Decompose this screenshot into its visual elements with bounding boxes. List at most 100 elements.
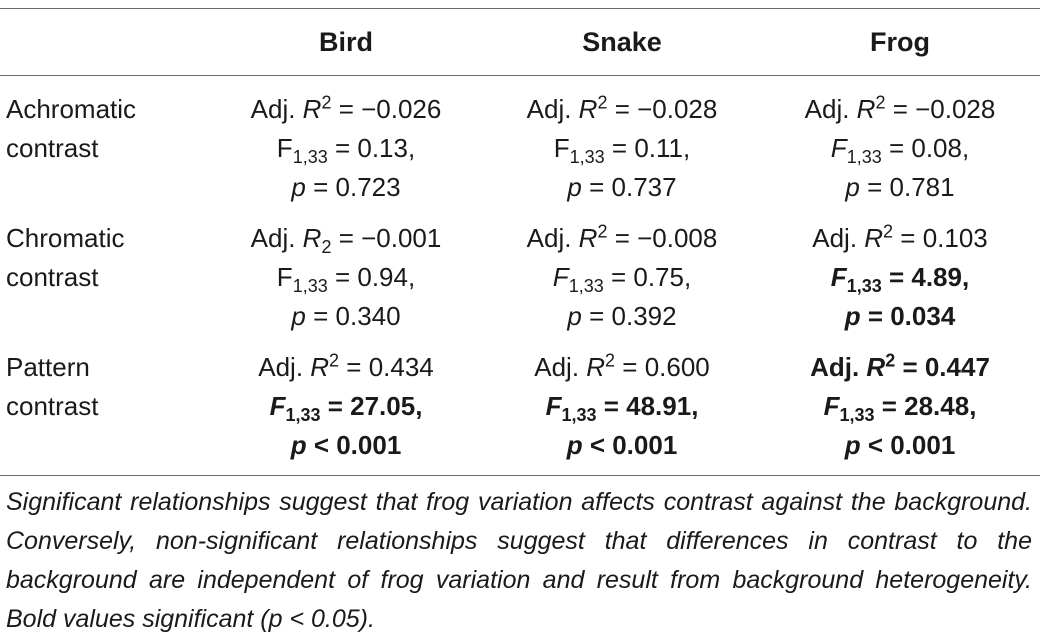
stat-subscript: 1,33 — [568, 276, 604, 297]
header-empty — [0, 9, 208, 75]
stat-line: p = 0.392 — [484, 297, 760, 336]
table-row: Pattern contrast Adj. R2 = 0.434 F1,33 = 27… — [0, 342, 1040, 471]
stat-value: = 0.08, — [881, 133, 970, 163]
stat-superscript: 2 — [883, 221, 894, 242]
stat-variable: p — [845, 172, 860, 202]
stat-subscript: 1,33 — [292, 147, 328, 168]
stat-variable: p — [567, 172, 582, 202]
stat-variable: p — [290, 430, 307, 460]
stat-value: = −0.028 — [607, 94, 718, 124]
stat-value: = 0.600 — [615, 352, 710, 382]
stat-subscript: 1,33 — [846, 276, 882, 297]
stat-variable: F — [830, 262, 847, 292]
stat-line: F1,33 = 0.08, — [760, 129, 1040, 168]
row-label-line: Achromatic — [6, 94, 137, 124]
header-snake: Snake — [582, 26, 662, 57]
stat-line: Adj. R2 = 0.600 — [484, 348, 760, 387]
stat-value: = 27.05, — [320, 391, 423, 421]
stat-prefix: Adj. — [804, 94, 857, 124]
header-rule — [0, 75, 1040, 76]
cell-bird: Adj. R2 = −0.001 F1,33 = 0.94, p = 0.340 — [208, 213, 484, 342]
stat-variable: F — [276, 262, 293, 292]
stat-prefix: Adj. — [258, 352, 311, 382]
stat-variable: F — [823, 391, 840, 421]
stat-line: F1,33 = 0.13, — [208, 129, 484, 168]
stat-line: Adj. R2 = −0.001 — [208, 219, 484, 258]
row-label: Pattern contrast — [0, 342, 208, 471]
stat-value: = 4.89, — [881, 262, 970, 292]
cell-frog: Adj. R2 = 0.447 F1,33 = 28.48, p < 0.001 — [760, 342, 1040, 471]
header-frog: Frog — [870, 26, 930, 57]
stat-line: Adj. R2 = 0.447 — [760, 348, 1040, 387]
stat-variable: p — [844, 430, 861, 460]
stat-superscript: 2 — [329, 350, 340, 371]
stat-variable: R — [578, 94, 598, 124]
stat-variable: F — [830, 133, 847, 163]
stat-line: Adj. R2 = 0.103 — [760, 219, 1040, 258]
stat-line: p = 0.737 — [484, 168, 760, 207]
stat-subscript: 1,33 — [292, 276, 328, 297]
stat-variable: R — [302, 94, 322, 124]
stat-superscript: 2 — [321, 92, 332, 113]
row-label: Achromatic contrast — [0, 75, 208, 213]
stat-variable: R — [856, 94, 876, 124]
bottom-rule — [0, 475, 1040, 476]
stat-value: = 0.737 — [581, 172, 677, 202]
stat-subscript: 1,33 — [285, 405, 321, 426]
stat-variable: p — [291, 301, 306, 331]
stat-line: F1,33 = 28.48, — [760, 387, 1040, 426]
stat-prefix: Adj. — [526, 94, 579, 124]
stat-superscript: 2 — [597, 221, 608, 242]
stat-value: = 0.434 — [339, 352, 434, 382]
table-row: Achromatic contrast Adj. R2 = −0.026 F1,33 … — [0, 75, 1040, 213]
cell-frog: Adj. R2 = 0.103 F1,33 = 4.89, p = 0.034 — [760, 213, 1040, 342]
stat-variable: R — [586, 352, 606, 382]
stat-prefix: Adj. — [250, 94, 303, 124]
stat-line: Adj. R2 = −0.008 — [484, 219, 760, 258]
stat-value: < 0.001 — [860, 430, 956, 460]
cell-snake: Adj. R2 = −0.028 F1,33 = 0.11, p = 0.737 — [484, 75, 760, 213]
stat-prefix: Adj. — [250, 223, 303, 253]
row-label-line: contrast — [6, 262, 99, 292]
row-label-line: contrast — [6, 391, 99, 421]
stat-variable: p — [566, 430, 583, 460]
stat-variable: p — [844, 301, 861, 331]
row-label-line: Pattern — [6, 352, 90, 382]
stat-value: = 28.48, — [874, 391, 977, 421]
stat-line: p = 0.781 — [760, 168, 1040, 207]
stat-value: = 0.340 — [305, 301, 401, 331]
stat-prefix: Adj. — [810, 352, 867, 382]
stat-value: < 0.001 — [306, 430, 402, 460]
stat-variable: R — [578, 223, 598, 253]
stat-value: = 0.447 — [895, 352, 990, 382]
stat-variable: R — [866, 352, 886, 382]
top-rule — [0, 8, 1040, 9]
header-bird: Bird — [319, 26, 373, 57]
stat-variable: F — [553, 133, 570, 163]
cell-snake: Adj. R2 = −0.008 F1,33 = 0.75, p = 0.392 — [484, 213, 760, 342]
stat-value: = −0.026 — [331, 94, 442, 124]
results-table: Bird Snake Frog Achromatic contrast Adj. R… — [0, 9, 1040, 471]
stat-variable: F — [276, 133, 293, 163]
cell-bird: Adj. R2 = −0.026 F1,33 = 0.13, p = 0.723 — [208, 75, 484, 213]
stat-superscript: 2 — [597, 92, 608, 113]
stat-value: = 0.94, — [327, 262, 416, 292]
stat-line: F1,33 = 0.75, — [484, 258, 760, 297]
cell-bird: Adj. R2 = 0.434 F1,33 = 27.05, p < 0.001 — [208, 342, 484, 471]
row-label: Chromatic contrast — [0, 213, 208, 342]
stat-subscript: 1,33 — [839, 405, 875, 426]
stat-line: p = 0.340 — [208, 297, 484, 336]
stat-prefix: Adj. — [812, 223, 865, 253]
stat-variable: F — [269, 391, 286, 421]
stat-value: = 0.103 — [893, 223, 988, 253]
stat-variable: R — [302, 223, 322, 253]
stat-value: = 0.392 — [581, 301, 677, 331]
stat-line: p = 0.034 — [760, 297, 1040, 336]
stat-value: = 0.723 — [305, 172, 401, 202]
stat-line: p = 0.723 — [208, 168, 484, 207]
stat-value: = −0.001 — [331, 223, 442, 253]
stat-line: Adj. R2 = −0.028 — [484, 90, 760, 129]
stat-variable: R — [310, 352, 330, 382]
stat-variable: R — [864, 223, 884, 253]
